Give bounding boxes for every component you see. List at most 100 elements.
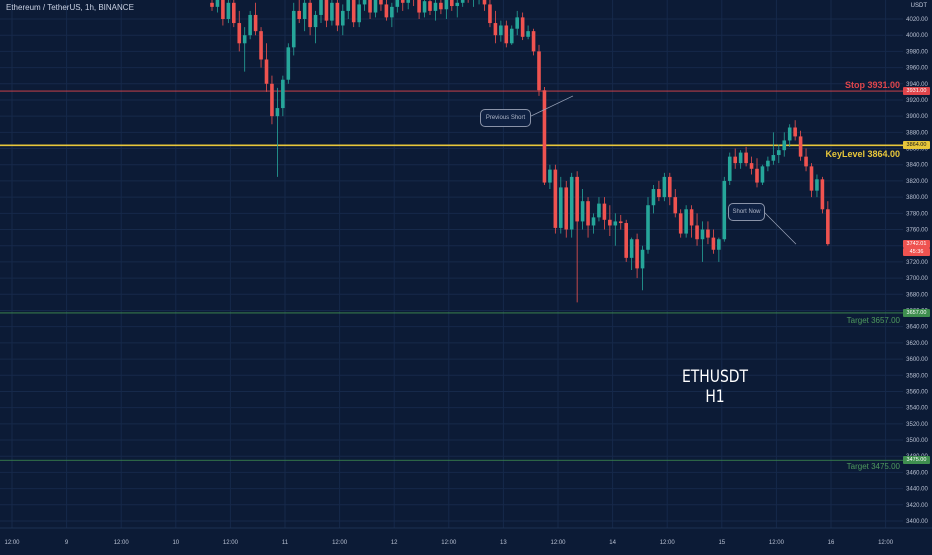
price-tick-label: 3400.00: [906, 519, 928, 525]
candle: [787, 124, 792, 147]
candle: [232, 0, 236, 28]
time-tick-label: 12:00: [332, 540, 348, 546]
candle: [815, 174, 819, 198]
candle: [695, 213, 699, 246]
candle: [379, 0, 383, 11]
candle-body: [297, 10, 301, 19]
candle-body: [493, 23, 498, 36]
candle: [526, 25, 530, 40]
candle-body: [226, 2, 231, 19]
price-tick-label: 3460.00: [906, 470, 928, 476]
price-axis-currency: USDT: [910, 3, 927, 9]
symbol-title: Ethereum / TetherUS, 1h, BINANCE: [6, 3, 134, 12]
price-tick-label: 3860.00: [906, 147, 928, 153]
candle-body: [820, 179, 825, 210]
time-tick-label: 14: [609, 540, 616, 546]
candle: [635, 233, 639, 279]
candle-body: [368, 0, 372, 13]
candle: [281, 75, 285, 117]
candle: [700, 221, 705, 262]
candle: [569, 172, 574, 238]
candle: [597, 197, 601, 222]
price-tick-label: 3620.00: [906, 341, 928, 347]
watermark-timeframe: H1: [705, 387, 725, 407]
time-axis[interactable]: [0, 528, 932, 550]
candle-body: [537, 51, 541, 91]
candle-body: [613, 221, 618, 226]
candle-body: [362, 0, 367, 5]
candle-body: [559, 187, 563, 228]
candle-body: [237, 23, 242, 44]
candle-body: [215, 0, 220, 7]
time-tick-label: 12:00: [550, 540, 566, 546]
candle-body: [520, 17, 525, 37]
time-tick-label: 12:00: [660, 540, 676, 546]
candle: [210, 0, 214, 11]
candle-body: [738, 152, 743, 164]
candle-body: [373, 0, 378, 13]
candle-body: [717, 239, 721, 250]
stop-level-label: Stop 3931.00: [844, 80, 900, 90]
last-price-tag: 3742.01: [903, 240, 930, 249]
candle-body: [221, 0, 225, 19]
candle: [417, 0, 421, 19]
candle-body: [744, 152, 748, 164]
price-tick-label: 3600.00: [906, 357, 928, 363]
candle: [395, 0, 400, 13]
horizontal-levels: [0, 90, 903, 461]
candle: [428, 0, 432, 15]
price-tick-label: 3880.00: [906, 130, 928, 136]
candle: [275, 87, 280, 177]
grid: [0, 0, 903, 528]
candle: [400, 0, 405, 11]
candle: [820, 176, 825, 214]
candle-body: [531, 31, 536, 52]
candle: [390, 2, 394, 28]
short-now-callout[interactable]: Short Now: [728, 203, 765, 221]
candles: [210, 0, 830, 303]
key-level-label: KeyLevel 3864.00: [825, 149, 900, 159]
price-tick-label: 3760.00: [906, 228, 928, 234]
price-tick-label: 3560.00: [906, 389, 928, 395]
candle: [286, 43, 291, 84]
price-tick-label: 3780.00: [906, 211, 928, 217]
candle: [473, 0, 475, 7]
price-tick-label: 3680.00: [906, 292, 928, 298]
candle-body: [684, 209, 688, 234]
candle: [722, 176, 727, 242]
watermark: ETHUSDT H1: [658, 367, 773, 407]
candle-body: [270, 83, 274, 117]
candle: [782, 132, 787, 157]
candle-body: [787, 127, 792, 141]
candle: [330, 0, 334, 26]
candle: [406, 0, 410, 10]
short-now-pointer: [762, 210, 797, 245]
candle: [373, 0, 378, 18]
candle: [297, 0, 301, 24]
candle-body: [275, 108, 280, 117]
candle: [760, 164, 765, 185]
candle: [351, 0, 356, 28]
candle: [384, 0, 389, 21]
candle-body: [597, 203, 601, 218]
candle-body: [548, 169, 552, 183]
candle: [335, 0, 340, 32]
candle: [684, 205, 688, 238]
price-tick-label: 3800.00: [906, 195, 928, 201]
previous-short-callout[interactable]: Previous Short: [480, 109, 531, 127]
price-tick-label: 3920.00: [906, 98, 928, 104]
candle-body: [629, 239, 634, 258]
price-tick-label: 3500.00: [906, 438, 928, 444]
candle: [450, 0, 454, 11]
time-tick-label: 11: [282, 540, 289, 546]
candle: [809, 163, 814, 198]
candle: [537, 44, 541, 96]
candle-body: [564, 187, 569, 230]
candle-body: [341, 10, 345, 26]
candle: [460, 0, 465, 7]
candle: [542, 87, 547, 185]
candle-body: [651, 189, 656, 206]
candle-body: [357, 4, 361, 23]
